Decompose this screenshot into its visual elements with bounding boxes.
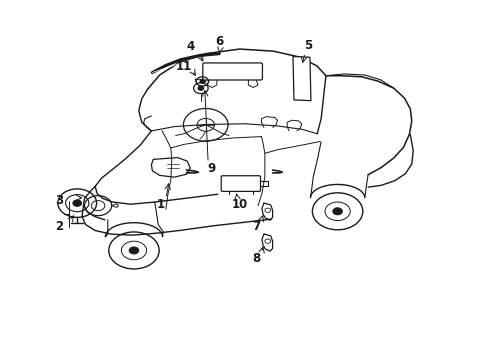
Text: 10: 10 xyxy=(231,198,247,211)
Text: 11: 11 xyxy=(175,60,192,73)
Circle shape xyxy=(129,247,139,254)
Text: 4: 4 xyxy=(186,40,194,53)
Text: 5: 5 xyxy=(304,39,312,52)
Text: 3: 3 xyxy=(55,194,63,207)
FancyBboxPatch shape xyxy=(203,63,262,80)
Circle shape xyxy=(200,80,204,83)
Text: 7: 7 xyxy=(252,220,260,233)
FancyBboxPatch shape xyxy=(221,176,260,192)
Text: 6: 6 xyxy=(215,35,223,49)
Text: 9: 9 xyxy=(207,162,215,175)
Text: 1: 1 xyxy=(157,198,165,211)
Polygon shape xyxy=(292,57,310,101)
Circle shape xyxy=(73,200,81,206)
Text: 2: 2 xyxy=(55,220,63,234)
Text: 8: 8 xyxy=(252,252,260,265)
Circle shape xyxy=(198,86,203,90)
Circle shape xyxy=(332,208,342,215)
